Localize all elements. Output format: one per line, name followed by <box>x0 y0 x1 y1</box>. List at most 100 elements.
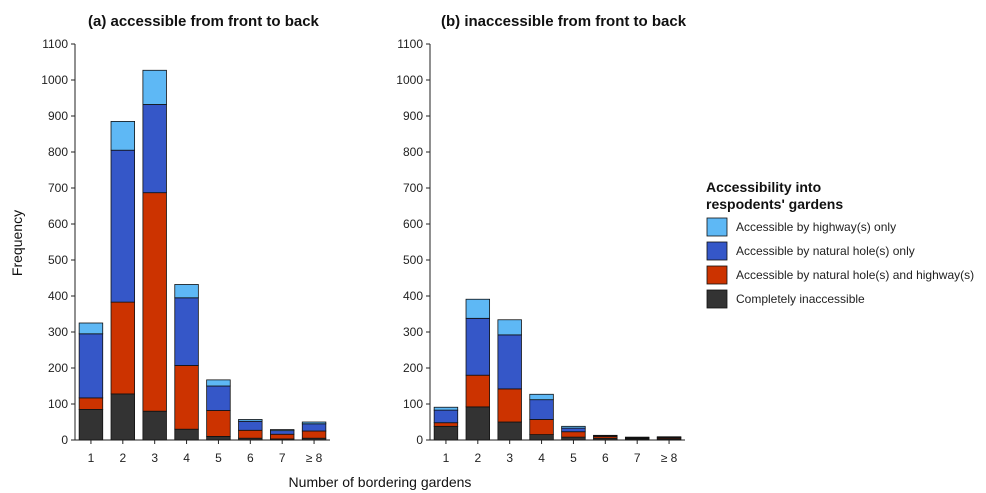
bar-both-4 <box>174 365 199 430</box>
y-tick-label: 900 <box>403 109 423 123</box>
y-tick-label: 200 <box>403 361 423 375</box>
bar-natural_hole_only-1 <box>78 333 104 399</box>
legend-swatch-inaccessible <box>706 289 728 309</box>
y-tick-label: 800 <box>48 145 68 159</box>
bar-both-1 <box>78 397 104 410</box>
x-tick-label: 2 <box>119 451 126 465</box>
legend-title-line1: Accessibility into <box>706 179 821 195</box>
legend-title-line2: respodents' gardens <box>706 196 843 212</box>
y-axis-title: Frequency <box>9 210 25 276</box>
y-tick-label: 300 <box>48 325 68 339</box>
legend-swatch-both <box>706 265 728 285</box>
bar-natural_hole_only-3 <box>497 334 522 390</box>
y-tick-label: 100 <box>403 397 423 411</box>
bar-highway_only-7 <box>269 429 295 432</box>
legend-swatch-highway_only <box>706 217 728 237</box>
y-tick-label: 500 <box>48 253 68 267</box>
y-tick-label: 700 <box>403 181 423 195</box>
bar-both-5 <box>206 410 231 437</box>
bar-both-7 <box>269 433 295 440</box>
bar-inaccessible-2 <box>465 406 491 441</box>
bar-natural_hole_only-2 <box>465 317 491 376</box>
y-tick-label: 800 <box>403 145 423 159</box>
y-tick-label: 1100 <box>397 37 423 51</box>
bar-inaccessible-1 <box>433 425 459 441</box>
legend-label-both: Accessible by natural hole(s) and highwa… <box>736 268 974 282</box>
bar-inaccessible-5 <box>561 436 586 441</box>
y-tick-label: 700 <box>48 181 68 195</box>
x-tick-label: 6 <box>602 451 609 465</box>
bar-inaccessible-3 <box>142 410 167 441</box>
y-tick-label: 600 <box>403 217 423 231</box>
bar-both-8 <box>301 430 327 439</box>
bar-highway_only-4 <box>529 393 554 401</box>
bar-highway_only-4 <box>174 284 199 299</box>
x-tick-label: 5 <box>570 451 577 465</box>
bar-highway_only-5 <box>206 379 231 387</box>
x-axis-title: Number of bordering gardens <box>289 474 472 490</box>
legend: Accessibility into respodents' gardens A… <box>706 179 974 309</box>
bar-highway_only-6 <box>238 419 263 422</box>
bar-highway_only-8 <box>301 421 327 425</box>
bar-inaccessible-3 <box>497 421 522 441</box>
bar-both-4 <box>529 419 554 436</box>
y-tick-label: 500 <box>403 253 423 267</box>
legend-label-inaccessible: Completely inaccessible <box>736 292 865 306</box>
x-tick-label: 5 <box>215 451 222 465</box>
bar-inaccessible-5 <box>206 435 231 441</box>
y-tick-label: 400 <box>48 289 68 303</box>
bar-highway_only-1 <box>433 406 459 411</box>
bar-natural_hole_only-5 <box>561 427 586 433</box>
chart-panels: (a) accessible from front to back 0 100 200… <box>41 13 686 465</box>
x-tick-label: ≥ 8 <box>306 451 323 465</box>
bar-inaccessible-4 <box>529 434 554 441</box>
bar-both-3 <box>497 388 522 423</box>
bar-both-2 <box>465 374 491 408</box>
panel-title: (a) accessible from front to back <box>88 13 320 30</box>
bar-highway_only-3 <box>142 69 167 105</box>
bar-highway_only-2 <box>465 298 491 319</box>
legend-swatch-natural_hole_only <box>706 241 728 261</box>
x-tick-label: 4 <box>183 451 190 465</box>
bar-inaccessible-4 <box>174 428 199 441</box>
x-tick-label: 3 <box>506 451 513 465</box>
x-tick-label: 1 <box>88 451 95 465</box>
bar-inaccessible-1 <box>78 408 104 441</box>
bar-natural_hole_only-8 <box>301 423 327 432</box>
bar-natural_hole_only-3 <box>142 104 167 194</box>
y-tick-label: 900 <box>48 109 68 123</box>
x-tick-label: 2 <box>474 451 481 465</box>
panel-title: (b) inaccessible from front to back <box>441 13 687 30</box>
panel-b: (b) inaccessible from front to back 0 100 2… <box>396 13 686 465</box>
x-tick-label: 3 <box>151 451 158 465</box>
bar-natural_hole_only-6 <box>238 420 263 431</box>
legend-items: Accessible by highway(s) only Accessible … <box>706 217 974 309</box>
y-tick-label: 400 <box>403 289 423 303</box>
y-tick-label: 0 <box>61 433 68 447</box>
x-tick-label: 7 <box>634 451 641 465</box>
bar-natural_hole_only-4 <box>529 399 554 420</box>
bar-highway_only-1 <box>78 322 104 335</box>
bar-both-2 <box>110 301 136 395</box>
x-tick-label: 7 <box>279 451 286 465</box>
bar-both-1 <box>433 422 459 427</box>
bar-both-5 <box>561 431 586 438</box>
x-tick-label: ≥ 8 <box>661 451 678 465</box>
y-tick-label: 200 <box>48 361 68 375</box>
y-tick-label: 1000 <box>41 73 68 87</box>
x-tick-label: 6 <box>247 451 254 465</box>
bar-highway_only-5 <box>561 425 586 429</box>
bar-natural_hole_only-4 <box>174 297 199 366</box>
bar-inaccessible-2 <box>110 393 136 441</box>
bar-highway_only-2 <box>110 121 136 151</box>
bar-natural_hole_only-7 <box>269 430 295 435</box>
legend-label-natural_hole_only: Accessible by natural hole(s) only <box>736 244 915 258</box>
legend-label-highway_only: Accessible by highway(s) only <box>736 220 896 234</box>
bar-natural_hole_only-5 <box>206 385 231 411</box>
y-tick-label: 100 <box>48 397 68 411</box>
bar-highway_only-3 <box>497 319 522 336</box>
y-tick-label: 1100 <box>42 37 68 51</box>
bar-both-3 <box>142 192 167 412</box>
y-tick-label: 0 <box>416 433 423 447</box>
